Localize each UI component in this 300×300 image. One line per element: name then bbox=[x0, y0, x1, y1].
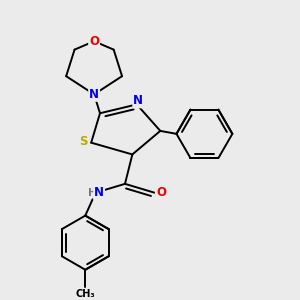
Text: N: N bbox=[133, 94, 143, 107]
Text: O: O bbox=[89, 35, 99, 48]
Text: O: O bbox=[156, 186, 166, 199]
Text: CH₃: CH₃ bbox=[76, 289, 95, 299]
Text: H: H bbox=[88, 188, 96, 198]
Text: S: S bbox=[80, 135, 88, 148]
Text: N: N bbox=[89, 88, 99, 101]
Text: N: N bbox=[94, 186, 104, 199]
